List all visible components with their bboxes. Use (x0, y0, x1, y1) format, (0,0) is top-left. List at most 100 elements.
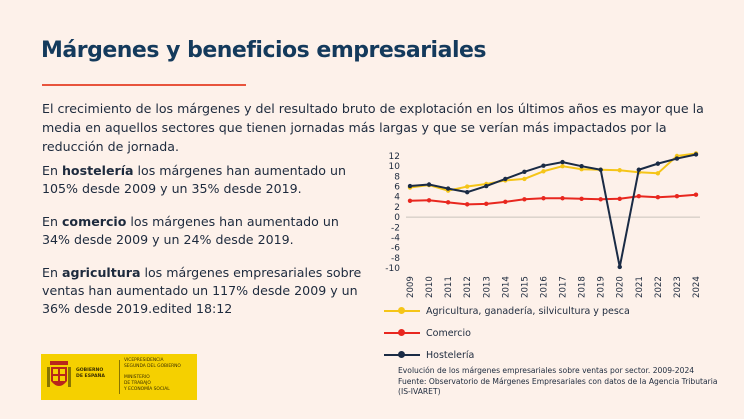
data-point (560, 196, 565, 201)
legend-label: Hostelería (426, 349, 475, 361)
x-tick-label: 2019 (597, 276, 607, 298)
data-point (503, 176, 508, 182)
y-tick-label: -4 (391, 233, 400, 243)
logo-gobierno-text: GOBIERNO DE ESPAÑA (76, 368, 105, 380)
bullet-comercio: En comercio los márgenes han aumentado u… (42, 213, 362, 249)
logo-line: GOBIERNO (76, 368, 104, 373)
data-point (655, 161, 661, 166)
data-point (465, 184, 470, 189)
x-tick-label: 2016 (539, 276, 549, 298)
data-point (426, 182, 432, 187)
y-tick-label: -2 (391, 223, 400, 233)
data-point (445, 200, 451, 205)
intro-text: El crecimiento de los márgenes y del res… (42, 101, 704, 154)
source-caption: Evolución de los márgenes empresariales … (398, 366, 695, 375)
bullet-agricultura: En agricultura los márgenes empresariale… (42, 264, 362, 318)
y-tick-label: 2 (394, 203, 400, 213)
logo-line: MINISTERIO (124, 375, 150, 381)
logo-line: DE TRABAJO (124, 381, 151, 387)
page-title: Márgenes y beneficios empresariales (41, 38, 487, 63)
source-credit: Fuente: Observatorio de Márgenes Empresa… (398, 376, 718, 397)
data-point (579, 167, 584, 172)
bullet-hosteleria: En hostelería los márgenes han aumentado… (42, 162, 362, 198)
x-tick-label: 2024 (692, 276, 702, 298)
data-point (445, 186, 451, 191)
data-point (655, 171, 661, 176)
bullet-sector: hostelería (61, 163, 134, 178)
data-point (636, 167, 641, 172)
data-point (560, 163, 565, 169)
x-tick-label: 2018 (578, 276, 588, 298)
coat-of-arms-icon (47, 361, 71, 387)
title-underline (42, 84, 246, 86)
data-point (465, 189, 470, 195)
x-tick-label: 2021 (635, 276, 645, 298)
bullet-text: los márgenes empresariales sobre ventas … (42, 265, 362, 316)
series-line-2 (409, 153, 697, 268)
y-tick-label: 12 (389, 152, 400, 162)
x-tick-label: 2014 (501, 276, 511, 298)
government-logo: GOBIERNO DE ESPAÑA VICEPRESIDENCIA SEGUN… (41, 354, 197, 400)
bullet-text: los márgenes han aumentado un 105% desde… (42, 163, 346, 196)
x-tick-label: 2023 (673, 276, 683, 298)
data-point (674, 156, 680, 161)
data-point (693, 192, 699, 197)
data-point (579, 163, 584, 169)
x-tick-label: 2012 (463, 276, 473, 298)
y-tick-label: 10 (389, 162, 401, 172)
y-tick-label: 0 (394, 213, 400, 223)
y-tick-label: 4 (394, 193, 400, 203)
bullet-sector: agricultura (61, 265, 141, 280)
data-point (598, 197, 603, 202)
logo-ministry-text: VICEPRESIDENCIA SEGUNDA DEL GOBIERNO MIN… (124, 358, 181, 393)
data-point (655, 195, 661, 200)
legend-item-agricultura: Agricultura, ganadería, silvicultura y p… (384, 300, 630, 322)
x-tick-label: 2009 (406, 276, 416, 298)
data-point (617, 264, 622, 270)
legend-swatch (384, 327, 420, 339)
legend-item-hosteleria: Hostelería (384, 344, 630, 366)
x-tick-label: 2020 (616, 276, 626, 298)
logo-line: Y ECONOMÍA SOCIAL (124, 386, 170, 392)
data-point (522, 169, 527, 174)
bullet-text: En (42, 163, 62, 178)
data-point (522, 197, 527, 202)
legend-item-comercio: Comercio (384, 322, 630, 344)
bullet-sector: comercio (61, 214, 127, 229)
y-tick-label: 6 (394, 183, 400, 193)
x-tick-label: 2011 (444, 276, 454, 298)
series-line-1 (409, 193, 697, 206)
data-point (617, 196, 622, 201)
data-point (674, 194, 680, 199)
x-tick-label: 2017 (559, 276, 569, 298)
data-point (465, 202, 470, 207)
legend-swatch (384, 349, 420, 361)
data-point (503, 199, 508, 205)
data-point (636, 194, 641, 199)
y-tick-label: 8 (394, 172, 400, 182)
data-point (560, 159, 565, 165)
y-tick-label: -10 (385, 264, 400, 274)
data-point (693, 152, 699, 157)
legend-swatch (384, 305, 420, 317)
data-point (541, 196, 546, 201)
chart-legend: Agricultura, ganadería, silvicultura y p… (384, 300, 630, 366)
logo-line: DE ESPAÑA (76, 374, 105, 379)
series-line-0 (409, 152, 697, 192)
legend-label: Agricultura, ganadería, silvicultura y p… (426, 305, 630, 317)
data-point (541, 169, 546, 174)
y-tick-label: -8 (391, 254, 400, 264)
data-point (484, 201, 489, 207)
bullet-list: En hostelería los márgenes han aumentado… (42, 162, 362, 333)
bullet-text: En (42, 265, 62, 280)
x-tick-label: 2013 (482, 276, 492, 298)
data-point (407, 183, 413, 189)
data-point (407, 198, 413, 203)
bullet-text: los márgenes han aumentado un 34% desde … (42, 214, 339, 247)
data-point (617, 168, 622, 173)
data-point (522, 176, 527, 182)
bullet-text: En (42, 214, 62, 229)
data-point (598, 167, 603, 172)
data-point (426, 198, 432, 203)
